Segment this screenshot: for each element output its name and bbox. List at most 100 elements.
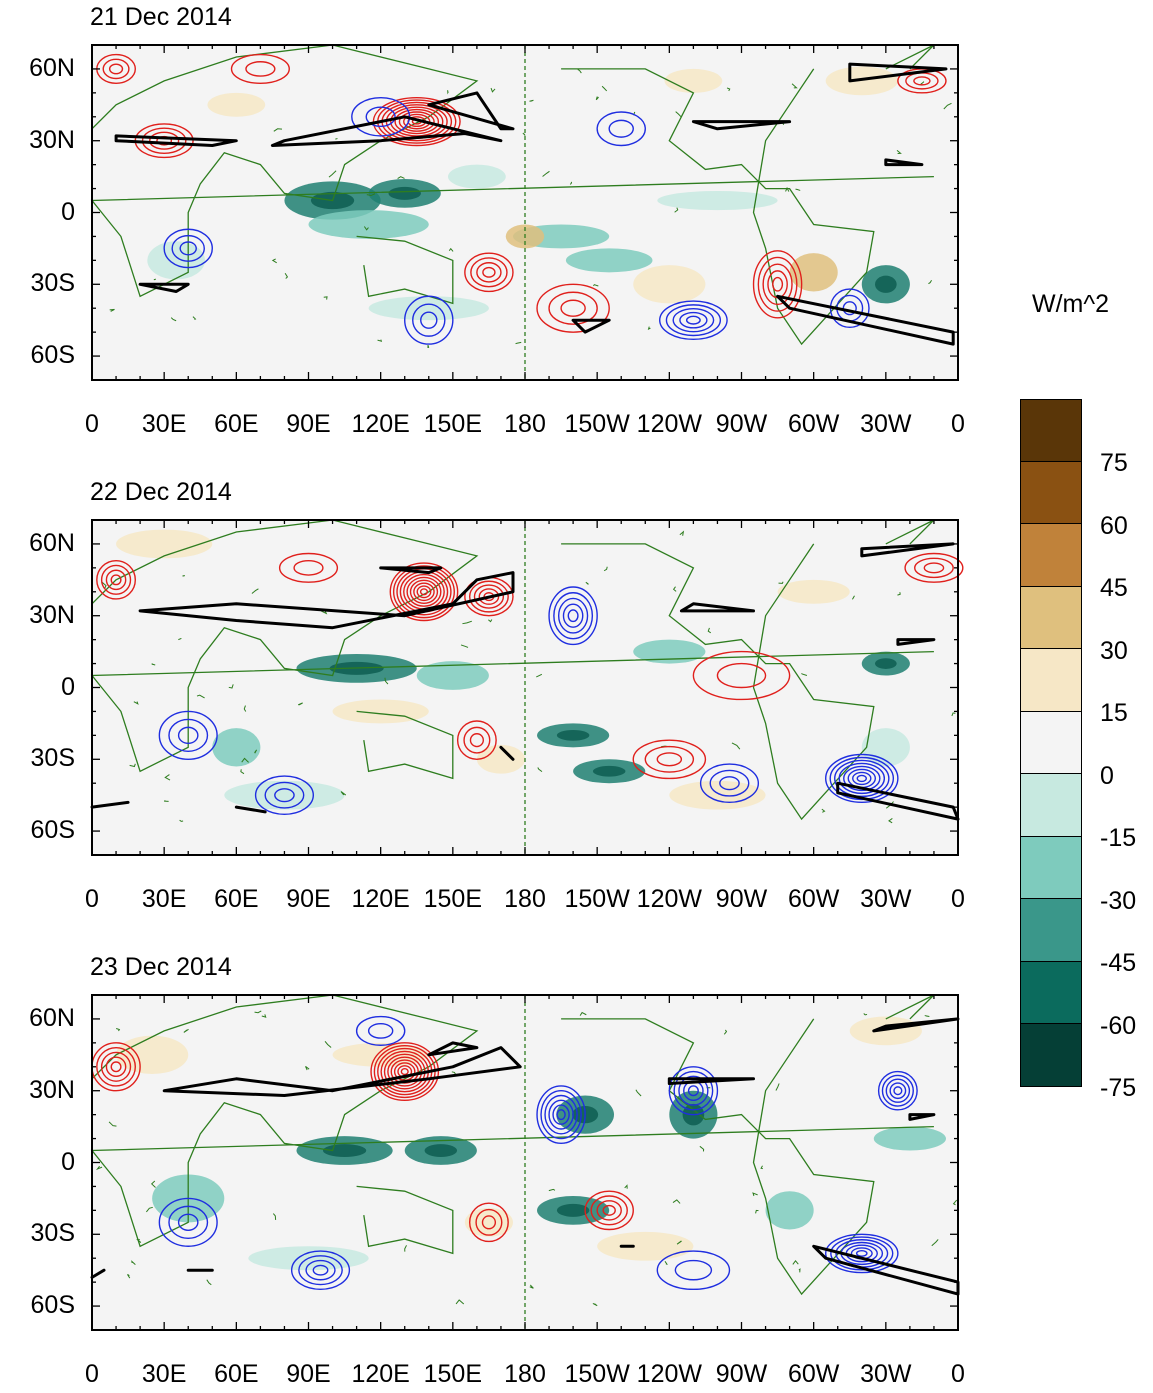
colorbar-label: 0 <box>1100 762 1114 790</box>
lon-tick-label: 120E <box>351 410 410 438</box>
lon-tick-label: 180 <box>504 410 546 438</box>
anomaly-shading <box>207 92 266 117</box>
coastline <box>536 673 543 678</box>
coastline <box>664 1261 668 1265</box>
coastline <box>775 1083 780 1091</box>
negative-contour <box>179 241 197 256</box>
coastline <box>273 128 283 132</box>
colorbar-box-6 <box>1020 774 1082 837</box>
negative-contour <box>877 1070 918 1111</box>
positive-contour <box>478 588 500 605</box>
coastline <box>624 1184 628 1189</box>
map-panel-2: 22 Dec 2014 60N 30N 0 30S 60S 0 30E 60E 90E 120E 1… <box>0 475 1000 935</box>
positive-contour <box>923 562 945 574</box>
positive-contour <box>596 1200 622 1221</box>
lat-tick-label: 60N <box>29 528 75 557</box>
lat-tick-label: 30S <box>30 269 75 298</box>
coastline <box>153 278 156 281</box>
jet-contour <box>679 602 755 613</box>
positive-contour <box>293 559 324 576</box>
anomaly-shading <box>147 241 206 280</box>
coastline <box>851 595 855 600</box>
positive-contour <box>392 565 455 619</box>
positive-contour <box>590 1195 628 1226</box>
lon-tick-label: 30W <box>860 410 912 438</box>
negative-contour <box>881 1074 914 1107</box>
panel-title: 23 Dec 2014 <box>90 953 232 981</box>
lon-tick-label: 150W <box>564 1360 630 1388</box>
jet-contour <box>908 1113 936 1121</box>
lat-tick-label: 60S <box>30 1291 75 1320</box>
anomaly-shading <box>556 1203 590 1217</box>
negative-contour <box>305 1259 336 1281</box>
jet-contour <box>234 805 267 814</box>
negative-contour <box>852 771 872 786</box>
negative-contour <box>168 1205 209 1239</box>
positive-contour <box>482 266 496 278</box>
anomaly-shading <box>212 728 261 767</box>
positive-contour <box>105 569 127 591</box>
map-panel-1: 21 Dec 2014 60N 30N 0 30S 60S 0 30E 60E 90E 120E 1… <box>0 0 1000 460</box>
coastline <box>579 1011 587 1016</box>
lon-tick-label: 0 <box>951 1360 965 1388</box>
coastline <box>116 1028 121 1032</box>
negative-contour <box>672 307 715 333</box>
coastline <box>404 1245 407 1252</box>
coastline <box>427 344 430 348</box>
lon-tick-label: 180 <box>504 1360 546 1388</box>
anomaly-shading <box>669 780 766 810</box>
positive-contour <box>110 1061 122 1073</box>
coastline <box>150 1180 156 1188</box>
lon-tick-label: 30E <box>141 410 187 438</box>
coastline <box>179 819 184 822</box>
lat-tick-label: 30S <box>30 744 75 773</box>
coastline <box>178 637 182 641</box>
anomaly-shading <box>861 728 910 767</box>
coastline <box>801 673 808 676</box>
panel-title: 21 Dec 2014 <box>90 3 232 31</box>
negative-contour <box>557 597 589 634</box>
positive-contour <box>400 1067 409 1076</box>
positive-contour <box>475 1208 503 1236</box>
negative-contour <box>856 774 867 783</box>
coastline <box>241 757 249 763</box>
lat-tick-label: 30S <box>30 1219 75 1248</box>
coastline <box>127 1273 131 1279</box>
positive-contour <box>584 1190 634 1231</box>
lat-tick-label: 30N <box>29 1075 75 1104</box>
lon-tick-label: 0 <box>85 885 99 913</box>
positive-contour <box>100 564 132 595</box>
negative-contour <box>699 763 760 804</box>
jet-contour <box>776 294 955 346</box>
positive-contour <box>913 76 931 86</box>
negative-contour <box>365 106 396 128</box>
positive-contour <box>914 557 954 579</box>
anomaly-shading <box>875 658 897 669</box>
negative-contour <box>668 1066 719 1116</box>
colorbar-box-4 <box>1020 649 1082 712</box>
colorbar-label: 45 <box>1100 574 1128 602</box>
lon-tick-label: 60E <box>214 1360 259 1388</box>
coastline <box>593 284 599 287</box>
coastline <box>785 186 790 192</box>
coastline <box>460 644 469 648</box>
panel-title: 22 Dec 2014 <box>90 478 232 506</box>
coastline <box>488 619 493 623</box>
negative-contour <box>536 1085 586 1145</box>
jet-contour <box>90 1268 106 1279</box>
positive-contour <box>105 1056 127 1078</box>
lon-tick-label: 60W <box>787 885 840 913</box>
lon-tick-label: 120E <box>351 1360 410 1388</box>
lon-tick-label: 150E <box>423 410 483 438</box>
lon-tick-label: 90E <box>286 1360 331 1388</box>
coastline <box>675 111 682 118</box>
coastline <box>340 791 347 796</box>
coastline <box>163 800 169 802</box>
negative-contour <box>264 781 305 809</box>
positive-contour <box>757 256 798 312</box>
lon-tick-label: 90E <box>286 885 331 913</box>
coastline <box>196 694 205 699</box>
coastline <box>635 1089 642 1097</box>
coastline <box>791 83 798 89</box>
anomaly-shading <box>476 744 525 774</box>
